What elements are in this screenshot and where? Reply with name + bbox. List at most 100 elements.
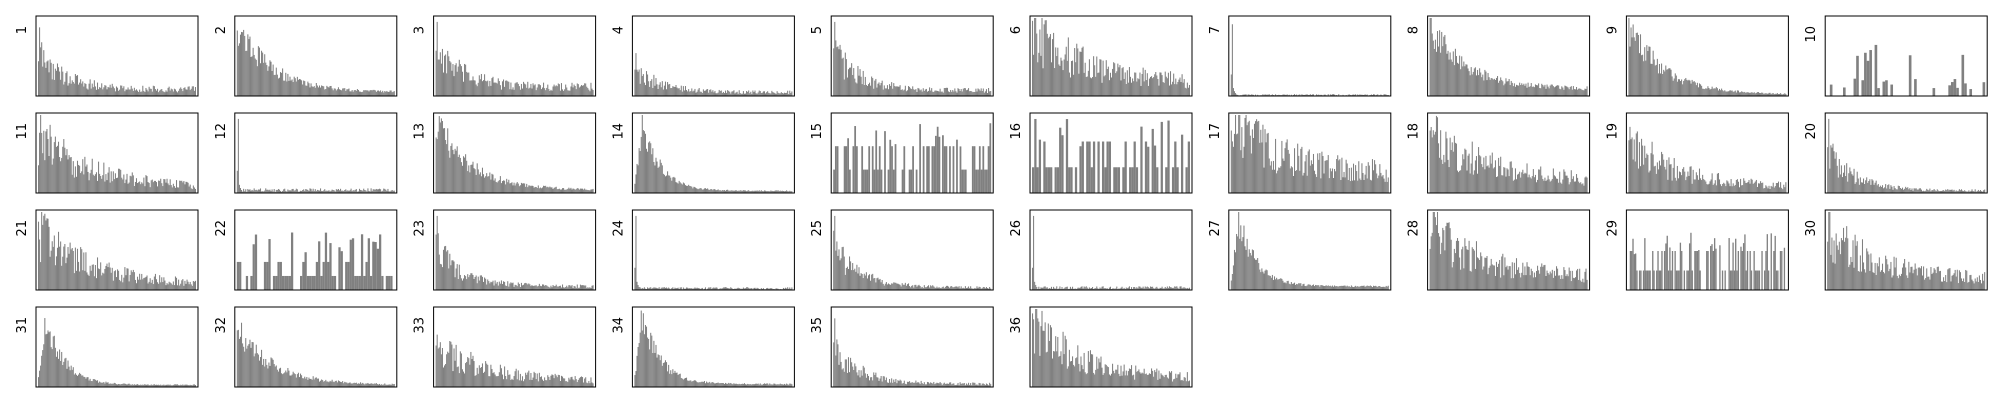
bar (638, 343, 640, 387)
bar (1155, 72, 1157, 96)
bar (1667, 270, 1670, 290)
bar (1540, 166, 1542, 193)
bar (562, 376, 564, 387)
bar (1042, 68, 1044, 96)
bar (986, 93, 989, 96)
bar (1034, 281, 1036, 290)
bar (290, 375, 292, 387)
bar (191, 285, 193, 290)
bar (1365, 94, 1367, 96)
bar (849, 169, 851, 193)
bar (1853, 168, 1855, 193)
bar (1774, 93, 1776, 96)
bar (390, 90, 392, 96)
bar (1503, 275, 1505, 290)
bar (87, 377, 89, 387)
bar (446, 73, 448, 96)
bar (1915, 268, 1917, 290)
bar (539, 377, 541, 387)
bar (1578, 181, 1580, 193)
bar (543, 284, 545, 290)
bar (1727, 181, 1729, 193)
bar (449, 157, 451, 193)
bar (1119, 376, 1121, 387)
bar (549, 186, 551, 193)
bar (958, 385, 960, 387)
bar (1090, 354, 1093, 387)
bar (144, 92, 146, 96)
bar (862, 365, 864, 387)
bar (1731, 90, 1733, 96)
bar (1068, 72, 1070, 96)
bar (1149, 76, 1152, 96)
bar (679, 182, 681, 193)
bar (547, 84, 549, 96)
bar (351, 90, 353, 96)
bar (1077, 287, 1079, 290)
bar (731, 91, 733, 96)
bar (1531, 86, 1533, 96)
bar (885, 377, 887, 387)
bar (932, 285, 934, 290)
bar (372, 241, 375, 290)
bar (1916, 275, 1918, 290)
bar (1678, 171, 1681, 193)
bar (740, 190, 742, 193)
bar (579, 377, 581, 387)
bar (1039, 355, 1041, 387)
bar (291, 79, 293, 96)
bar (975, 384, 977, 387)
bar (1451, 267, 1453, 290)
bar (787, 287, 789, 290)
bar (356, 275, 359, 290)
bar (1517, 85, 1519, 96)
bar (172, 183, 174, 193)
bar (1462, 246, 1464, 290)
bar (1687, 171, 1689, 193)
bar (586, 382, 588, 387)
bar (700, 288, 702, 290)
bar (704, 188, 707, 193)
bar (110, 383, 112, 387)
bar (672, 287, 674, 290)
bar (1768, 92, 1770, 96)
bar (123, 383, 125, 387)
bar (1265, 269, 1267, 290)
bar (115, 86, 117, 96)
bar (1980, 191, 1983, 193)
bar (548, 89, 550, 96)
bar (1046, 351, 1048, 387)
bar (874, 80, 876, 96)
bar (1962, 281, 1964, 290)
bar (837, 46, 839, 96)
bar (718, 89, 720, 96)
bar (283, 80, 285, 96)
bar (883, 285, 885, 290)
bar (546, 87, 548, 96)
bar (1529, 86, 1531, 96)
bar (140, 279, 142, 290)
bar (558, 375, 560, 387)
bar (1176, 167, 1179, 193)
bar (1338, 160, 1340, 193)
bar (1097, 368, 1099, 387)
bar (269, 60, 271, 96)
bar (1444, 34, 1446, 96)
bar (1530, 83, 1532, 96)
bar (1968, 190, 1970, 193)
bar (1977, 282, 1979, 290)
bar (49, 331, 51, 387)
bar (490, 281, 492, 290)
bar (1312, 153, 1315, 193)
bar (1064, 54, 1066, 96)
bar (1279, 278, 1281, 290)
bar (768, 92, 770, 96)
bar (1118, 373, 1120, 387)
bar (1282, 94, 1284, 96)
bar (1053, 351, 1055, 387)
bar (158, 384, 160, 387)
bar (1943, 190, 1945, 193)
bar (1138, 79, 1140, 96)
bar (724, 287, 727, 290)
bar (1957, 190, 1959, 193)
